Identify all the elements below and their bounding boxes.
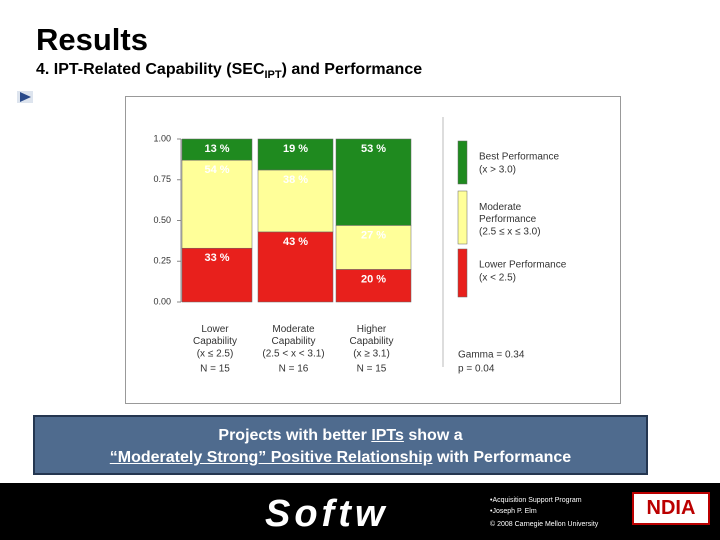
bar-segment — [181, 159, 253, 249]
y-tick-label: 0.25 — [153, 256, 171, 266]
chart-frame: 0.00 0.25 0.50 0.75 1.00 33 % 54 % 13 % Lower Cap… — [125, 96, 621, 404]
bar-segment — [335, 225, 412, 270]
banner-line: Projects with better IPTs show a — [35, 425, 646, 447]
y-tick-label: 0.00 — [153, 296, 171, 306]
banner-text: Projects with better — [218, 427, 372, 444]
slide-subtitle: 4. IPT-Related Capability (SECIPT) and P… — [36, 61, 422, 81]
banner-text: with Performance — [432, 449, 572, 466]
footer-logo: Softw — [265, 493, 389, 535]
footer-note: •Joseph P. Elm — [490, 508, 537, 515]
legend-label: Moderate Performance — [479, 202, 537, 225]
value-label: 43 % — [283, 236, 308, 248]
value-label: 33 % — [204, 252, 229, 264]
footer-badge: NDIA — [632, 492, 710, 525]
legend-label: Lower Performance — [479, 260, 567, 271]
value-label: 27 % — [361, 229, 386, 241]
x-tick-label: Lower Capability — [193, 324, 237, 347]
legend-detail: (2.5 ≤ x ≤ 3.0) — [479, 227, 541, 238]
y-tick-label: 0.75 — [153, 174, 171, 184]
footer-note: •Acquisition Support Program — [490, 497, 582, 504]
x-tick-range: (2.5 < x < 3.1) — [262, 349, 324, 360]
x-tick-range: (x ≤ 2.5) — [197, 349, 234, 360]
banner-text: “Moderately Strong” Positive Relationshi… — [109, 449, 433, 466]
x-tick-n: N = 16 — [279, 364, 309, 375]
stat-label: Gamma = 0.34 — [458, 350, 525, 361]
bar-segment — [335, 269, 412, 303]
subtitle-text: 4. IPT-Related Capability (SEC — [36, 61, 265, 78]
legend-detail: (x < 2.5) — [479, 273, 516, 284]
bar-segment — [335, 138, 412, 226]
legend-swatch — [457, 140, 468, 185]
bar-segment — [257, 231, 334, 303]
bullet-arrow — [17, 91, 33, 103]
x-tick-label: Moderate Capability — [272, 324, 316, 347]
footer — [0, 483, 720, 540]
y-tick-label: 1.00 — [153, 133, 171, 143]
value-label: 54 % — [204, 164, 229, 176]
x-tick-label: Higher Capability — [350, 324, 394, 347]
bar-segment — [257, 169, 334, 233]
y-tick-label: 0.50 — [153, 215, 171, 225]
bar-segment — [181, 138, 253, 161]
stat-label: p = 0.04 — [458, 364, 495, 375]
banner-text: show a — [403, 427, 463, 444]
bar-segment — [181, 247, 253, 303]
x-tick-n: N = 15 — [200, 364, 230, 375]
chart: 0.00 0.25 0.50 0.75 1.00 33 % 54 % 13 % Lower Cap… — [153, 117, 567, 375]
banner: Projects with better IPTs show a “Modera… — [33, 415, 648, 475]
value-label: 38 % — [283, 174, 308, 186]
subtitle-text: ) and Performance — [281, 61, 423, 78]
subtitle-sub: IPT — [264, 69, 282, 82]
bar-segment — [257, 138, 334, 171]
legend-swatch — [457, 248, 468, 298]
legend-detail: (x > 3.0) — [479, 165, 516, 176]
legend-label: Best Performance — [479, 152, 559, 163]
value-label: 53 % — [361, 143, 386, 155]
banner-text: IPTs — [371, 427, 404, 444]
slide-title: Results — [36, 22, 148, 57]
legend-swatch — [457, 190, 468, 245]
x-tick-range: (x ≥ 3.1) — [353, 349, 390, 360]
footer-note: © 2008 Carnegie Mellon University — [490, 521, 599, 528]
x-tick-n: N = 15 — [357, 364, 387, 375]
banner-line: “Moderately Strong” Positive Relationshi… — [35, 447, 646, 469]
value-label: 20 % — [361, 273, 386, 285]
value-label: 13 % — [204, 143, 229, 155]
value-label: 19 % — [283, 143, 308, 155]
